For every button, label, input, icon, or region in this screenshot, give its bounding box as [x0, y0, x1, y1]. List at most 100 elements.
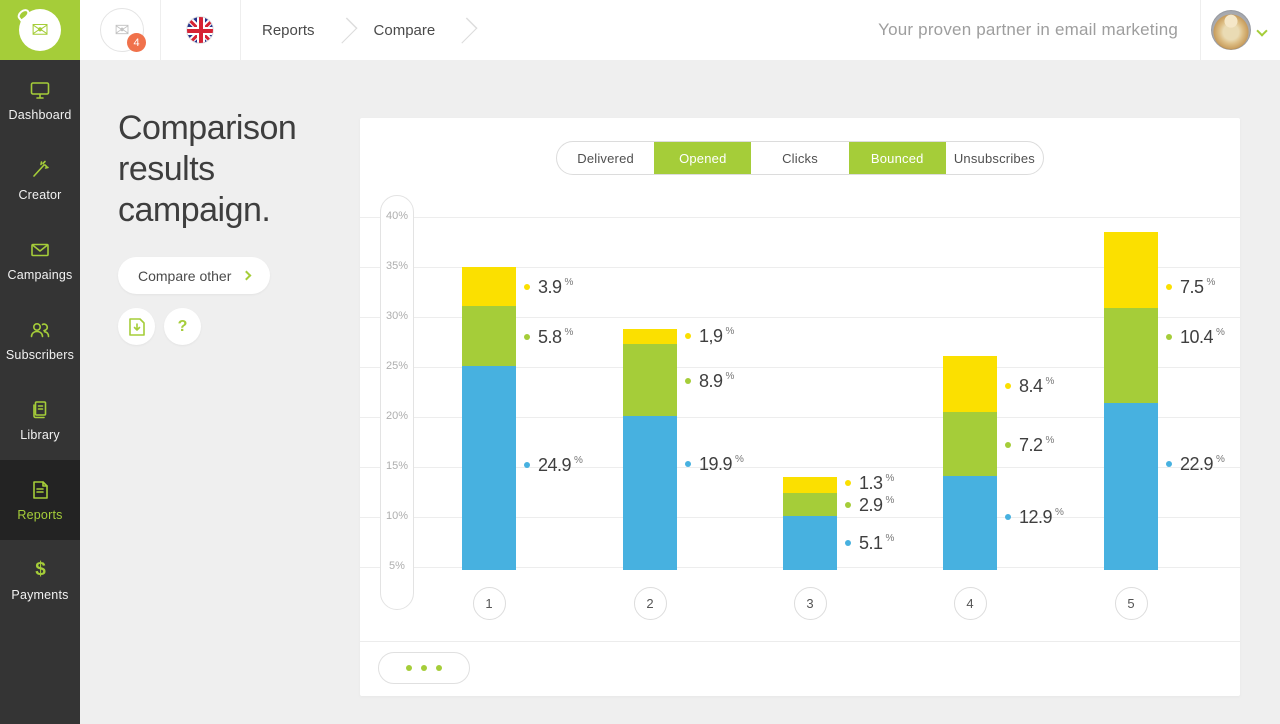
grid-line	[360, 317, 1240, 318]
sidebar-item-payments[interactable]: $ Payments	[0, 540, 80, 620]
bar-segment-yellow[interactable]	[623, 329, 677, 344]
value-label: 22.9%	[1166, 453, 1225, 475]
bar-segment-blue[interactable]	[462, 366, 516, 570]
help-button[interactable]: ?	[164, 308, 201, 345]
label-value: 3.9	[538, 276, 562, 297]
help-icon: ?	[177, 317, 188, 335]
metric-tabs: Delivered Opened Clicks Bounced Unsubscribes	[556, 141, 1044, 175]
label-dot-icon	[845, 502, 851, 508]
label-value: 8.9	[699, 370, 723, 391]
bar-segment-yellow[interactable]	[783, 477, 837, 493]
label-dot-icon	[845, 480, 851, 486]
label-value: 1.3	[859, 472, 883, 493]
bar-segment-green[interactable]	[1104, 308, 1158, 403]
sidebar-item-label: Campaings	[7, 268, 73, 282]
sidebar-item-label: Creator	[18, 188, 62, 202]
sidebar-item-label: Payments	[11, 588, 69, 602]
download-button[interactable]	[118, 308, 155, 345]
sidebar-item-reports[interactable]: Reports	[0, 460, 80, 540]
value-label: 1.3%	[845, 472, 894, 494]
avatar[interactable]	[1211, 10, 1251, 50]
monitor-icon	[28, 78, 52, 102]
page-title: Comparison results campaign.	[118, 109, 297, 229]
breadcrumb-compare[interactable]: Compare	[373, 21, 436, 39]
tab-delivered[interactable]: Delivered	[577, 150, 634, 166]
value-label: 12.9%	[1005, 506, 1064, 528]
sidebar-item-subscribers[interactable]: Subscribers	[0, 300, 80, 380]
value-label: 19.9%	[685, 453, 744, 475]
card-divider	[360, 641, 1240, 642]
grid-line	[360, 267, 1240, 268]
breadcrumb-chevron-icon	[331, 17, 358, 43]
breadcrumb: Reports Compare	[262, 0, 478, 60]
chart-menu-button[interactable]	[378, 652, 470, 684]
category-marker: 4	[953, 587, 987, 620]
label-value: 1,9	[699, 325, 723, 346]
value-label: 8.9%	[685, 370, 734, 392]
intro-column: Comparison results campaign. Compare oth…	[118, 108, 313, 345]
bar-segment-green[interactable]	[943, 412, 997, 476]
chevron-down-icon[interactable]	[1256, 25, 1268, 37]
bar-segment-yellow[interactable]	[1104, 232, 1158, 308]
tab-opened[interactable]: Opened	[654, 142, 752, 174]
value-label: 8.4%	[1005, 375, 1054, 397]
logo-leaf-icon	[15, 6, 32, 23]
label-unit: %	[1206, 276, 1216, 288]
value-label: 3.9%	[524, 276, 573, 298]
tab-unsubscribes[interactable]: Unsubscribes	[953, 150, 1035, 166]
sidebar-item-dashboard[interactable]: Dashboard	[0, 60, 80, 140]
y-tick-label: 10%	[385, 510, 409, 522]
label-dot-icon	[524, 284, 530, 290]
breadcrumb-reports[interactable]: Reports	[262, 21, 315, 39]
notifications-button[interactable]: ✉ 4	[100, 8, 146, 52]
app-logo[interactable]: ✉	[0, 0, 80, 60]
bar-segment-green[interactable]	[462, 306, 516, 366]
ellipsis-menu-icon	[436, 665, 442, 671]
label-unit: %	[885, 532, 895, 544]
label-value: 10.4	[1180, 326, 1214, 347]
label-dot-icon	[1005, 383, 1011, 389]
uk-flag-icon[interactable]	[186, 16, 214, 44]
tab-bounced[interactable]: Bounced	[848, 142, 946, 174]
bar-segment-blue[interactable]	[783, 516, 837, 570]
envelope-icon	[28, 238, 52, 262]
label-value: 5.8	[538, 326, 562, 347]
sidebar-item-library[interactable]: Library	[0, 380, 80, 460]
label-unit: %	[1216, 453, 1225, 465]
category-marker: 2	[633, 587, 667, 620]
label-dot-icon	[1005, 514, 1011, 520]
compare-other-button[interactable]: Compare other	[118, 257, 271, 294]
bar-segment-blue[interactable]	[943, 476, 997, 570]
label-dot-icon	[1166, 284, 1172, 290]
bar-segment-green[interactable]	[783, 493, 837, 516]
sidebar-item-label: Subscribers	[5, 348, 75, 362]
bar-campaign-4	[943, 356, 997, 570]
label-unit: %	[1045, 375, 1055, 387]
label-value: 5.1	[859, 532, 883, 553]
bar-segment-blue[interactable]	[623, 416, 677, 570]
sidebar-item-creator[interactable]: Creator	[0, 140, 80, 220]
top-header: ✉ ✉ 4 Reports Compare Your proven partne…	[0, 0, 1280, 60]
y-tick-label: 35%	[385, 260, 409, 272]
value-label: 5.1%	[845, 532, 894, 554]
notification-count-badge: 4	[127, 33, 146, 52]
value-label: 1,9%	[685, 325, 734, 347]
sidebar-item-label: Reports	[17, 508, 63, 522]
label-unit: %	[1055, 506, 1064, 518]
bar-segment-yellow[interactable]	[943, 356, 997, 412]
label-value: 8.4	[1019, 375, 1043, 396]
y-tick-label: 20%	[385, 410, 409, 422]
ellipsis-menu-icon	[406, 665, 412, 671]
bar-segment-green[interactable]	[623, 344, 677, 416]
label-dot-icon	[524, 334, 530, 340]
label-dot-icon	[685, 378, 691, 384]
grid-line	[360, 417, 1240, 418]
label-unit: %	[735, 453, 744, 465]
bar-segment-blue[interactable]	[1104, 403, 1158, 570]
wand-icon	[28, 158, 52, 182]
tab-clicks[interactable]: Clicks	[782, 150, 818, 166]
label-dot-icon	[524, 462, 530, 468]
report-icon	[28, 478, 52, 502]
sidebar-item-campaings[interactable]: Campaings	[0, 220, 80, 300]
bar-segment-yellow[interactable]	[462, 267, 516, 306]
